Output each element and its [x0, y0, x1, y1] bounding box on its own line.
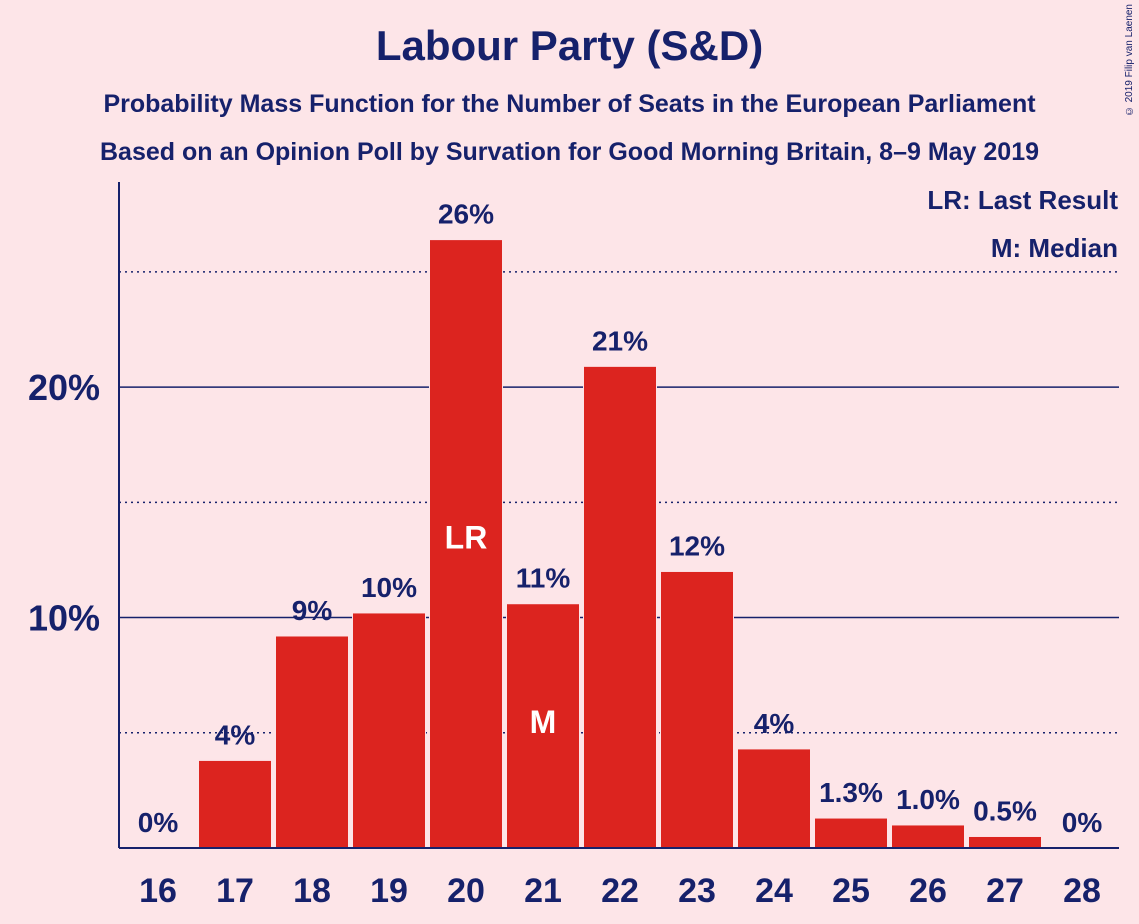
x-tick-label: 24	[755, 872, 793, 910]
bar	[737, 748, 811, 849]
data-label: 4%	[754, 708, 795, 739]
x-tick-label: 26	[909, 872, 947, 910]
x-tick-label: 22	[601, 872, 639, 910]
data-label: 21%	[592, 325, 648, 356]
x-tick-label: 21	[524, 872, 562, 910]
data-label: 1.0%	[896, 784, 960, 815]
data-label: 4%	[215, 719, 256, 750]
x-tick-label: 16	[139, 872, 177, 910]
data-label: 26%	[438, 199, 494, 230]
x-tick-label: 18	[293, 872, 331, 910]
data-label: 0%	[138, 807, 179, 838]
y-tick-label: 10%	[28, 598, 100, 639]
data-label: 11%	[516, 563, 571, 594]
bar	[198, 759, 272, 849]
y-tick-label: 20%	[28, 367, 100, 408]
last-result-marker: LR	[445, 519, 488, 555]
chart-source-line: Based on an Opinion Poll by Survation fo…	[99, 138, 1040, 166]
chart-subtitle: Probability Mass Function for the Number…	[103, 90, 1036, 118]
legend-median: M: Median	[991, 233, 1118, 263]
bar	[583, 365, 657, 849]
x-tick-label: 27	[986, 872, 1024, 910]
legend-last-result: LR: Last Result	[927, 185, 1118, 215]
data-label: 1.3%	[819, 777, 883, 808]
data-label: 10%	[361, 572, 417, 603]
x-tick-label: 23	[678, 872, 716, 910]
bar	[429, 239, 503, 849]
x-tick-label: 28	[1063, 872, 1101, 910]
bar	[660, 570, 734, 849]
x-tick-label: 25	[832, 872, 870, 910]
data-label: 0.5%	[973, 795, 1037, 826]
x-tick-label: 19	[370, 872, 408, 910]
bar	[275, 635, 349, 849]
chart-title: Labour Party (S&D)	[375, 22, 764, 69]
bar	[506, 603, 580, 849]
bar	[891, 824, 965, 849]
x-tick-label: 20	[447, 872, 485, 910]
bar	[968, 835, 1042, 849]
median-marker: M	[530, 704, 557, 740]
data-label: 12%	[669, 530, 725, 561]
bar	[814, 817, 888, 849]
data-label: 0%	[1062, 807, 1103, 838]
bar	[352, 612, 426, 849]
data-label: 9%	[292, 595, 333, 626]
x-tick-label: 17	[216, 872, 254, 910]
